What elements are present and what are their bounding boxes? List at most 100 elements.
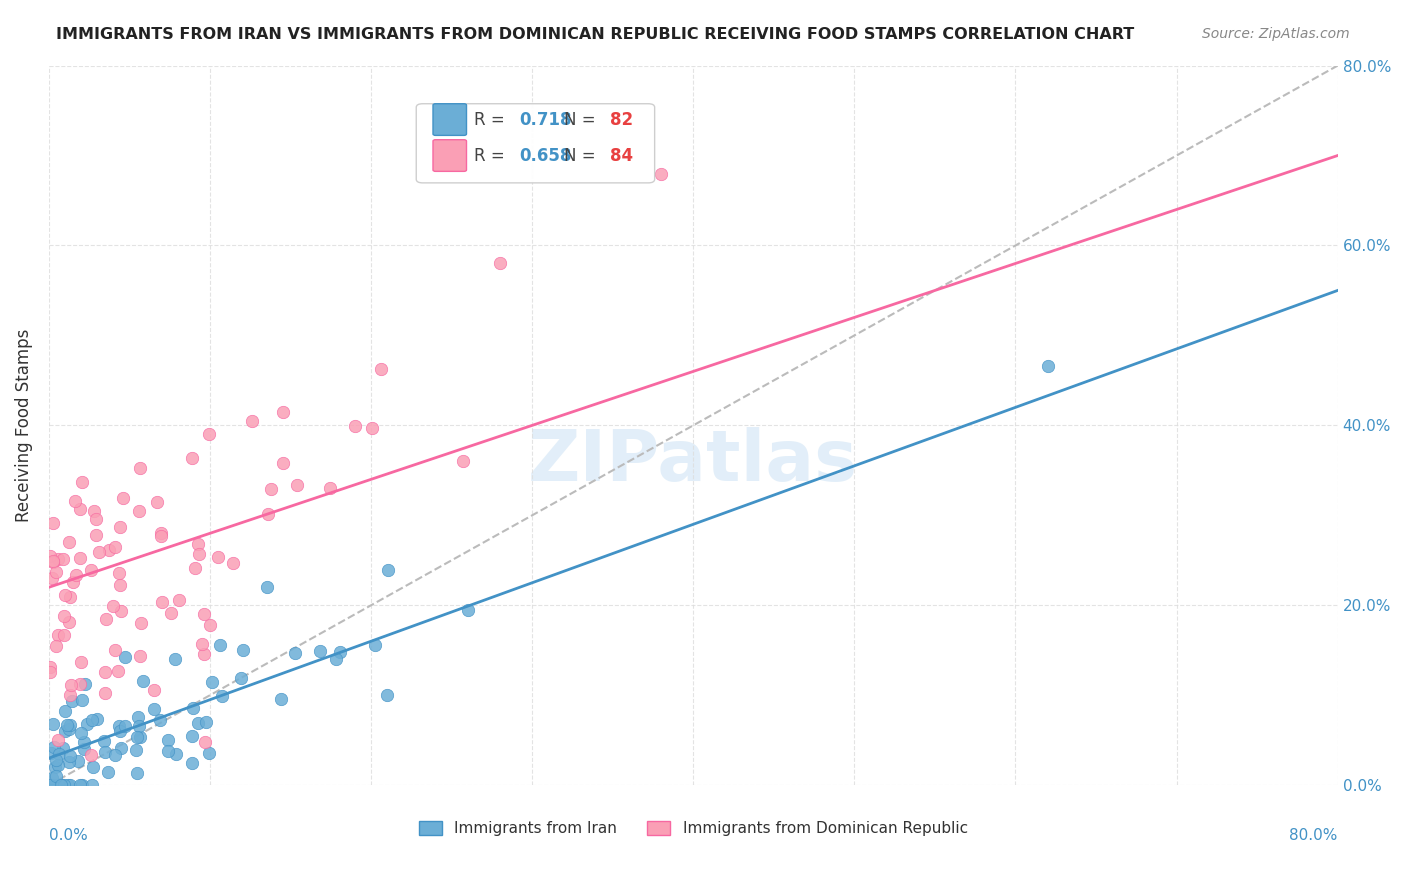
Y-axis label: Receiving Food Stamps: Receiving Food Stamps [15,328,32,522]
Immigrants from Iran [149,713,172,727]
Immigrants from Dominican Republic [257,507,280,521]
Immigrants from Iran [129,730,152,744]
Immigrants from Dominican Republic [84,511,107,525]
Immigrants from Dominican Republic [103,599,125,613]
Immigrants from Dominican Republic [53,609,76,624]
Immigrants from Dominican Republic [45,639,67,653]
Immigrants from Dominican Republic [222,557,245,571]
Immigrants from Dominican Republic [104,540,127,554]
Immigrants from Dominican Republic [191,637,214,651]
Immigrants from Dominican Republic [271,405,294,419]
Immigrants from Dominican Republic [38,660,60,674]
Immigrants from Iran [181,700,204,714]
Immigrants from Dominican Republic [83,504,105,518]
Immigrants from Dominican Republic [146,494,169,508]
Immigrants from Iran [52,778,75,792]
Immigrants from Iran [52,741,75,756]
Immigrants from Iran [42,739,65,754]
Immigrants from Iran [114,719,136,733]
Immigrants from Iran [44,760,66,774]
Immigrants from Iran [48,747,70,761]
Immigrants from Dominican Republic [159,606,181,620]
Immigrants from Dominican Republic [194,734,217,748]
Immigrants from Dominican Republic [108,577,131,591]
Text: 0.718: 0.718 [519,111,572,128]
Immigrants from Dominican Republic [69,677,91,691]
Immigrants from Dominican Republic [129,616,152,631]
Immigrants from Dominican Republic [271,456,294,470]
Immigrants from Dominican Republic [42,556,65,570]
Immigrants from Iran [309,644,332,658]
Immigrants from Iran [44,778,66,792]
Immigrants from Dominican Republic [150,595,173,609]
Immigrants from Iran [181,756,204,770]
Immigrants from Dominican Republic [58,535,80,549]
Immigrants from Dominican Republic [46,733,69,747]
Immigrants from Iran [375,688,398,702]
Immigrants from Iran [73,742,96,756]
Immigrants from Dominican Republic [46,628,69,642]
Immigrants from Dominican Republic [128,504,150,518]
Immigrants from Iran [73,735,96,749]
Immigrants from Iran [69,778,91,792]
Text: N =: N = [564,146,602,164]
Immigrants from Iran [70,778,93,792]
Immigrants from Iran [232,642,254,657]
Immigrants from Iran [80,713,103,727]
Immigrants from Iran [53,705,76,719]
Immigrants from Dominican Republic [46,552,69,566]
Immigrants from Dominican Republic [107,664,129,678]
Immigrants from Iran [56,717,79,731]
Immigrants from Dominican Republic [69,502,91,516]
Text: 80.0%: 80.0% [1289,829,1337,843]
Immigrants from Dominican Republic [188,547,211,561]
Immigrants from Iran [70,725,93,739]
Immigrants from Dominican Republic [111,491,134,505]
Immigrants from Dominican Republic [361,421,384,435]
Text: 0.658: 0.658 [519,146,572,164]
Immigrants from Iran [325,651,347,665]
Immigrants from Iran [165,651,187,665]
Immigrants from Iran [128,719,150,733]
Immigrants from Iran [53,724,76,739]
Immigrants from Iran [60,694,83,708]
Immigrants from Dominican Republic [108,566,131,580]
Immigrants from Iran [231,672,253,686]
Immigrants from Dominican Republic [53,588,76,602]
Immigrants from Dominican Republic [58,615,80,630]
Immigrants from Iran [284,646,307,660]
Immigrants from Iran [132,673,155,688]
Text: 82: 82 [610,111,633,128]
Immigrants from Dominican Republic [104,643,127,657]
Immigrants from Iran [457,603,479,617]
Immigrants from Iran [80,778,103,792]
Immigrants from Iran [58,778,80,792]
Immigrants from Iran [377,563,399,577]
Immigrants from Dominican Republic [94,686,117,700]
Immigrants from Iran [75,677,97,691]
Immigrants from Iran [143,701,166,715]
Immigrants from Dominican Republic [39,665,62,680]
Immigrants from Iran [97,764,120,779]
Immigrants from Dominican Republic [98,543,121,558]
Text: 0.0%: 0.0% [49,829,87,843]
Text: Source: ZipAtlas.com: Source: ZipAtlas.com [1202,27,1350,41]
Immigrants from Iran [256,580,278,594]
Immigrants from Iran [51,778,73,792]
Immigrants from Dominican Republic [240,414,263,428]
Immigrants from Dominican Republic [149,526,172,541]
Immigrants from Iran [66,754,89,768]
Immigrants from Dominican Republic [142,682,165,697]
Immigrants from Iran [107,719,129,733]
Immigrants from Dominican Republic [89,545,111,559]
FancyBboxPatch shape [433,140,467,171]
Immigrants from Iran [125,743,148,757]
Immigrants from Dominican Republic [650,167,672,181]
Immigrants from Iran [45,753,67,767]
Immigrants from Iran [59,718,82,732]
Immigrants from Dominican Republic [45,565,67,579]
Immigrants from Dominican Republic [207,550,229,565]
Immigrants from Dominican Republic [42,516,65,531]
Immigrants from Iran [82,760,104,774]
Immigrants from Iran [108,724,131,739]
